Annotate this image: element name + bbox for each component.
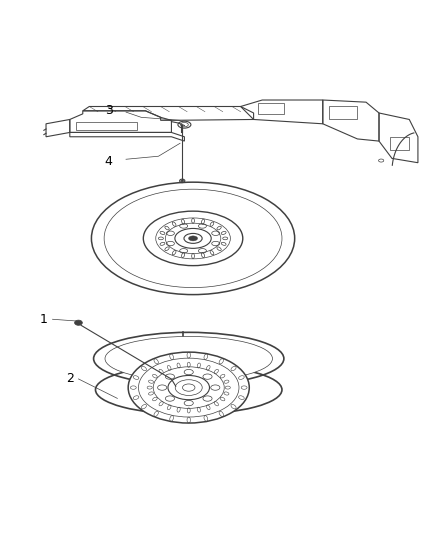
Ellipse shape <box>168 375 209 400</box>
Ellipse shape <box>188 236 198 241</box>
Ellipse shape <box>175 379 202 395</box>
Ellipse shape <box>175 229 211 248</box>
Bar <box>329 107 357 119</box>
Bar <box>390 137 409 150</box>
Ellipse shape <box>105 336 272 381</box>
Text: 1: 1 <box>40 313 48 326</box>
Ellipse shape <box>74 320 82 325</box>
Ellipse shape <box>143 211 243 265</box>
Text: 4: 4 <box>105 155 113 168</box>
Ellipse shape <box>128 352 249 423</box>
Ellipse shape <box>181 180 184 182</box>
Ellipse shape <box>104 189 282 288</box>
Ellipse shape <box>156 218 230 259</box>
Text: 3: 3 <box>105 104 113 117</box>
Text: 2: 2 <box>66 373 74 385</box>
